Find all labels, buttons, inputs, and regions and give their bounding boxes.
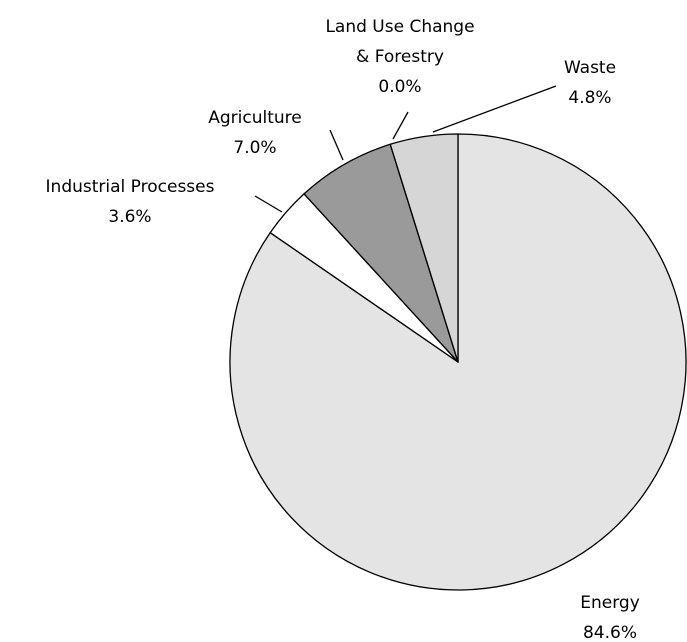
value-label: 0.0%: [378, 77, 422, 97]
pie-slice: [389, 133, 459, 363]
slice-label: Energy 84.6%: [550, 588, 670, 642]
leader-line: [432, 85, 557, 133]
category-label: Agriculture: [208, 108, 302, 128]
pie-slice: [229, 133, 687, 591]
leader-line: [329, 129, 344, 161]
category-label: Waste: [563, 58, 617, 78]
slice-label: Waste 4.8%: [540, 53, 640, 113]
category-label: Industrial Processes: [45, 177, 215, 197]
slice-label: Industrial Processes 3.6%: [0, 172, 260, 232]
slice-label: Agriculture 7.0%: [175, 103, 335, 163]
slice-label: Land Use Change & Forestry 0.0%: [320, 12, 480, 102]
leader-line: [254, 195, 283, 213]
value-label: 84.6%: [582, 623, 637, 642]
value-label: 4.8%: [568, 88, 612, 108]
leader-line: [392, 111, 409, 140]
category-label: Land Use Change & Forestry: [325, 17, 475, 67]
value-label: 7.0%: [233, 138, 277, 158]
value-label: 3.6%: [108, 207, 152, 227]
category-label: Energy: [580, 593, 640, 613]
